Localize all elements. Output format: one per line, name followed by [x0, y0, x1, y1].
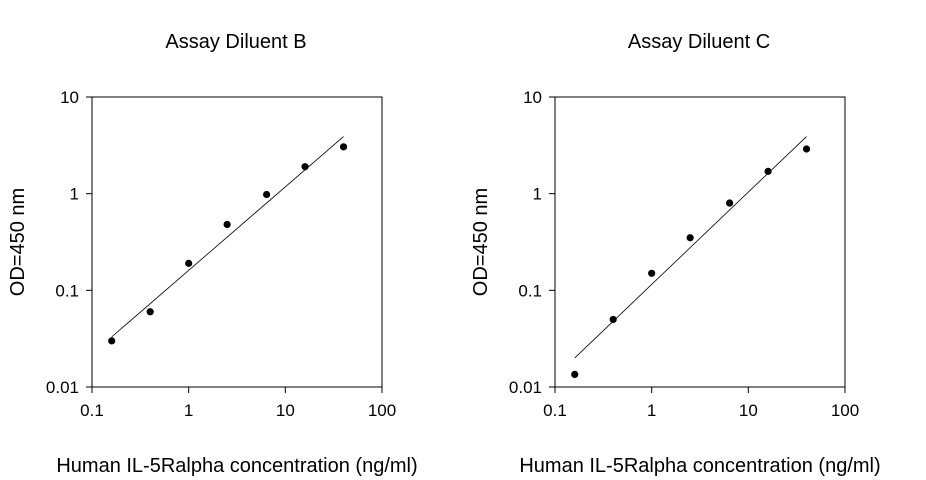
x-tick-label: 10 [276, 401, 295, 420]
data-point [764, 167, 772, 175]
y-tick-label: 1 [70, 185, 79, 204]
data-point [262, 190, 271, 199]
y-tick-label: 0.1 [518, 281, 542, 300]
data-point [725, 199, 734, 207]
fit-line [574, 136, 807, 359]
data-point [571, 370, 579, 379]
x-tick-label: 1 [184, 401, 193, 420]
data-point [185, 259, 193, 267]
data-point [108, 337, 116, 345]
x-tick-label: 0.1 [543, 401, 567, 420]
y-tick-label: 0.01 [46, 378, 79, 397]
chart-title: Assay Diluent C [628, 31, 770, 53]
x-axis-label: Human IL-5Ralpha concentration (ng/ml) [519, 455, 880, 477]
x-tick-label: 0.1 [80, 401, 104, 420]
x-tick-label: 10 [739, 401, 758, 420]
x-tick-label: 1 [647, 401, 656, 420]
data-point [301, 163, 309, 171]
plot-frame [91, 96, 383, 388]
data-point [339, 143, 348, 151]
y-tick-label: 0.1 [55, 281, 79, 300]
chart-svg-assay-diluent-b: Assay Diluent B OD=450 nm Human IL-5Ralp… [7, 31, 418, 477]
data-point [146, 308, 154, 316]
data-point [223, 220, 231, 229]
y-tick-label: 10 [60, 88, 79, 107]
chart-svg-assay-diluent-c: Assay Diluent C OD=450 nm Human IL-5Ralp… [470, 31, 881, 477]
chart-title: Assay Diluent B [165, 31, 306, 53]
data-point [686, 234, 694, 242]
data-point [802, 145, 811, 153]
data-point [609, 315, 617, 324]
fit-line [111, 136, 344, 338]
y-tick-label: 10 [523, 88, 542, 107]
chart-panel-assay-diluent-b: Assay Diluent B OD=450 nm Human IL-5Ralp… [7, 31, 418, 477]
plot-frame [554, 96, 846, 388]
chart-panel-assay-diluent-c: Assay Diluent C OD=450 nm Human IL-5Ralp… [463, 0, 926, 480]
y-axis-label: OD=450 nm [470, 188, 492, 296]
data-point [648, 269, 656, 277]
y-axis-label: OD=450 nm [7, 188, 29, 296]
y-tick-label: 0.01 [509, 378, 542, 397]
x-axis-label: Human IL-5Ralpha concentration (ng/ml) [56, 455, 417, 477]
y-tick-label: 1 [533, 185, 542, 204]
x-tick-label: 100 [831, 401, 859, 420]
x-tick-label: 100 [368, 401, 396, 420]
